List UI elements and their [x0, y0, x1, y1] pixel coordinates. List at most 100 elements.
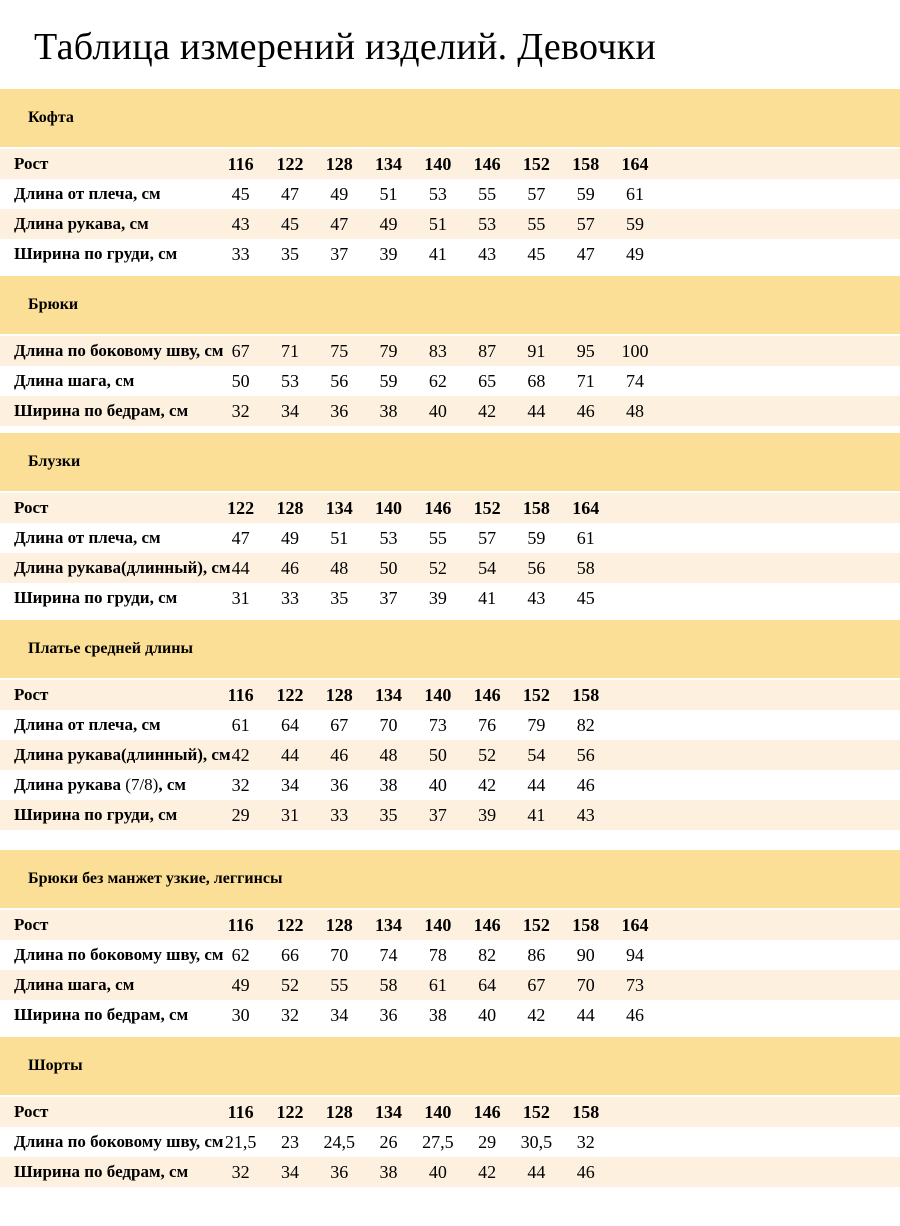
value-cell: 40: [478, 1004, 497, 1025]
height-value-cell: 134: [375, 1101, 403, 1122]
value-cell: 47: [330, 213, 349, 234]
value-cell: 61: [576, 527, 595, 548]
value-cell: 47: [576, 243, 595, 264]
value-cell: 26: [379, 1131, 398, 1152]
value-cell: 46: [576, 1161, 595, 1182]
row-label: Длина рукава (7/8), см: [14, 775, 186, 794]
value-cell: 36: [330, 1161, 349, 1182]
section-header-band: Брюки: [0, 276, 900, 334]
height-value-cell: 164: [621, 153, 649, 174]
height-value-cell: 116: [227, 914, 254, 935]
value-cell: 51: [428, 213, 447, 234]
value-cell: 54: [478, 557, 497, 578]
value-cell: 83: [428, 340, 447, 361]
section-title: Брюки: [28, 296, 79, 313]
value-cell: 51: [379, 183, 398, 204]
value-cell: 53: [478, 213, 497, 234]
value-cell: 70: [379, 714, 398, 735]
height-value-cell: 116: [227, 684, 254, 705]
value-cell: 78: [428, 944, 447, 965]
value-cell: 46: [576, 400, 595, 421]
value-cell: 40: [428, 1161, 447, 1182]
value-cell: 67: [527, 974, 546, 995]
section-header-band: Платье средней длины: [0, 620, 900, 678]
height-value-cell: 146: [473, 1101, 501, 1122]
measurement-document: Таблица измерений изделий. Девочки Кофта…: [0, 26, 900, 1187]
row-label: Ширина по бедрам, см: [14, 401, 189, 420]
value-cell: 42: [527, 1004, 546, 1025]
value-cell: 42: [478, 774, 497, 795]
row-label-light-part: (7/8): [125, 775, 159, 794]
table-row: Длина рукава (7/8), см 32 34 36 38 40 42 44 46: [0, 770, 900, 800]
value-cell: 48: [626, 400, 645, 421]
table-row: Длина по боковому шву, см 62 66 70 74 78 82 86 9…: [0, 940, 900, 970]
value-cell: 50: [379, 557, 398, 578]
section-table: Рост 116 122 128 134 140 146 152 158 164 Длина по …: [0, 910, 900, 1030]
value-cell: 32: [231, 774, 250, 795]
section-title: Шорты: [28, 1057, 83, 1074]
value-cell: 46: [576, 774, 595, 795]
row-label: Длина рукава(длинный), см: [14, 745, 231, 764]
value-cell: 49: [379, 213, 398, 234]
table-row: Длина рукава(длинный), см 44 46 48 50 52 54 56 5…: [0, 553, 900, 583]
value-cell: 42: [478, 400, 497, 421]
value-cell: 32: [280, 1004, 299, 1025]
value-cell: 41: [478, 587, 497, 608]
height-value-cell: 116: [227, 153, 254, 174]
product-section: Кофта Рост 116 122 128 134 140 146 152 158 164 Дли…: [0, 89, 900, 269]
value-cell: 61: [626, 183, 645, 204]
value-cell: 38: [379, 400, 398, 421]
value-cell: 45: [576, 587, 595, 608]
row-label: Длина шага, см: [14, 371, 135, 390]
height-value-cell: 152: [522, 1101, 550, 1122]
height-value-cell: 128: [276, 497, 304, 518]
height-value-cell: 140: [424, 914, 452, 935]
value-cell: 62: [428, 370, 447, 391]
value-cell: 57: [576, 213, 595, 234]
value-cell: 49: [330, 183, 349, 204]
value-cell: 57: [527, 183, 546, 204]
value-cell: 79: [379, 340, 398, 361]
value-cell: 36: [330, 400, 349, 421]
height-value-cell: 164: [621, 914, 649, 935]
section-title: Платье средней длины: [28, 640, 193, 657]
value-cell: 31: [280, 804, 299, 825]
section-title: Блузки: [28, 453, 81, 470]
table-row: Длина рукава(длинный), см 42 44 46 48 50 52 54 5…: [0, 740, 900, 770]
value-cell: 32: [576, 1131, 595, 1152]
value-cell: 64: [478, 974, 497, 995]
section-title: Кофта: [28, 109, 74, 126]
value-cell: 56: [330, 370, 349, 391]
section-table: Рост 122 128 134 140 146 152 158 164 Длина от пле…: [0, 493, 900, 613]
value-cell: 43: [527, 587, 546, 608]
height-value-cell: 128: [325, 914, 353, 935]
value-cell: 40: [428, 400, 447, 421]
height-value-cell: 152: [522, 153, 550, 174]
row-label: Ширина по бедрам, см: [14, 1162, 189, 1181]
value-cell: 33: [280, 587, 299, 608]
value-cell: 65: [478, 370, 497, 391]
height-header-row: Рост 116 122 128 134 140 146 152 158 164: [0, 149, 900, 179]
value-cell: 71: [280, 340, 299, 361]
value-cell: 86: [527, 944, 546, 965]
value-cell: 82: [576, 714, 595, 735]
height-value-cell: 158: [572, 684, 600, 705]
value-cell: 43: [231, 213, 250, 234]
value-cell: 49: [626, 243, 645, 264]
value-cell: 91: [527, 340, 546, 361]
value-cell: 52: [280, 974, 299, 995]
value-cell: 52: [478, 744, 497, 765]
value-cell: 73: [428, 714, 447, 735]
height-value-cell: 134: [375, 684, 403, 705]
value-cell: 35: [379, 804, 398, 825]
table-row: Длина шага, см 50 53 56 59 62 65 68 71 74: [0, 366, 900, 396]
value-cell: 94: [626, 944, 645, 965]
height-value-cell: 116: [227, 1101, 254, 1122]
value-cell: 56: [527, 557, 546, 578]
height-value-cell: 140: [424, 684, 452, 705]
height-value-cell: 122: [276, 684, 304, 705]
value-cell: 35: [280, 243, 299, 264]
row-label: Ширина по бедрам, см: [14, 1005, 189, 1024]
row-label: Рост: [14, 154, 49, 173]
value-cell: 67: [330, 714, 349, 735]
